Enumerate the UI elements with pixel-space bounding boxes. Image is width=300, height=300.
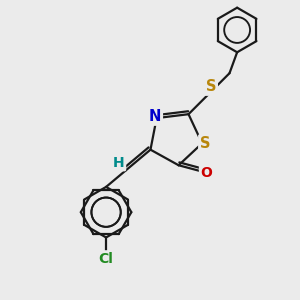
Text: N: N [149,109,161,124]
Text: S: S [200,136,210,151]
Text: O: O [200,166,212,180]
Text: Cl: Cl [99,252,113,266]
Text: H: H [113,156,124,170]
Text: S: S [206,79,216,94]
